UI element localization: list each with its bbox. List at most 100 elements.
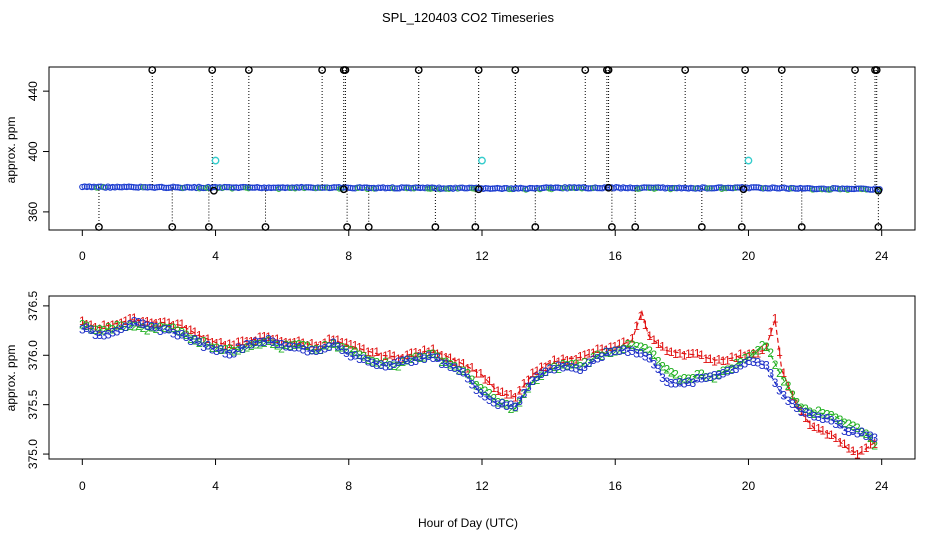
series-marker-1: 1 (278, 334, 285, 348)
series-marker-3: 3 (542, 365, 549, 379)
series-marker-2: 2 (174, 324, 181, 338)
series-marker-2: 2 (681, 372, 688, 386)
series-marker-2: 2 (339, 341, 346, 355)
series-marker-3: 3 (196, 335, 203, 349)
series-marker-2: 2 (282, 338, 289, 352)
series-marker-1: 1 (144, 314, 151, 328)
low-spike-point (95, 223, 103, 231)
series-marker-3: 3 (555, 359, 562, 373)
series-marker-1: 1 (105, 319, 112, 333)
series-marker-1: 1 (681, 349, 688, 363)
baseline-marker-point (339, 185, 348, 194)
series-line-1 (82, 309, 876, 455)
x-tick-label: 16 (609, 249, 623, 263)
series-marker-1: 1 (603, 343, 610, 357)
series-marker-1: 1 (373, 345, 380, 359)
y-tick-label: 440 (26, 81, 40, 101)
series-marker-2: 2 (564, 359, 571, 373)
high-spike-point (341, 66, 350, 74)
series-marker-3: 3 (153, 321, 160, 335)
series-marker-1: 1 (352, 339, 359, 353)
series-marker-3: 3 (594, 352, 601, 366)
series-marker-1: 1 (235, 335, 242, 349)
series-marker-3: 3 (551, 362, 558, 376)
y-tick-label: 375.5 (26, 389, 40, 419)
series-marker-1: 1 (711, 354, 718, 368)
series-marker-1: 1 (651, 333, 658, 347)
series-marker-3: 3 (114, 324, 121, 338)
series-marker-3: 3 (460, 365, 467, 379)
series-marker-3: 3 (599, 350, 606, 364)
series-marker-2: 2 (776, 366, 783, 380)
series-marker-3: 3 (824, 412, 831, 426)
series-marker-1: 1 (101, 318, 108, 332)
high-spike-point (318, 66, 327, 74)
series-marker-2: 2 (326, 339, 333, 353)
series-marker-2: 2 (659, 360, 666, 374)
series-marker-3: 3 (581, 360, 588, 374)
series-marker-2: 2 (828, 409, 835, 423)
x-tick-label: 0 (79, 249, 86, 263)
series-marker-1: 1 (295, 334, 302, 348)
x-tick-label: 0 (79, 479, 86, 493)
series-marker-1: 1 (282, 336, 289, 350)
series-marker-1: 1 (369, 345, 376, 359)
series-marker-2: 2 (469, 373, 476, 387)
series-marker-2: 2 (140, 321, 147, 335)
series-marker-3: 3 (547, 362, 554, 376)
series-marker-3: 3 (352, 348, 359, 362)
series-marker-3: 3 (118, 322, 125, 336)
series-marker-2: 2 (200, 335, 207, 349)
series-marker-3: 3 (668, 376, 675, 390)
series-marker-3: 3 (382, 360, 389, 374)
low-spike-point (631, 223, 640, 231)
series-marker-1: 1 (131, 311, 138, 325)
series-marker-3: 3 (724, 364, 731, 378)
series-marker-1: 1 (464, 361, 471, 375)
series-marker-1: 1 (218, 336, 225, 350)
series-marker-3: 3 (746, 354, 753, 368)
high-spike-point (148, 66, 157, 74)
series-marker-1: 1 (607, 340, 614, 354)
series-marker-1: 1 (382, 349, 389, 363)
y-tick-label: 375.0 (26, 439, 40, 469)
series-marker-1: 1 (477, 367, 484, 381)
series-marker-3: 3 (157, 324, 164, 338)
series-marker-2: 2 (278, 341, 285, 355)
series-marker-2: 2 (832, 411, 839, 425)
series-marker-3: 3 (560, 360, 567, 374)
series-marker-2: 2 (421, 350, 428, 364)
series-marker-3: 3 (482, 390, 489, 404)
series-marker-3: 3 (321, 341, 328, 355)
series-marker-3: 3 (837, 417, 844, 431)
series-marker-2: 2 (529, 374, 536, 388)
series-marker-3: 3 (832, 417, 839, 431)
series-marker-2: 2 (590, 350, 597, 364)
series-marker-2: 2 (248, 339, 255, 353)
series-marker-3: 3 (438, 357, 445, 371)
series-marker-2: 2 (512, 401, 519, 415)
baseline-marker-point (874, 186, 883, 195)
series-marker-2: 2 (417, 351, 424, 365)
series-marker-1: 1 (594, 342, 601, 356)
series-marker-3: 3 (750, 355, 757, 369)
series-marker-2: 2 (412, 350, 419, 364)
series-marker-1: 1 (702, 352, 709, 366)
x-tick-label: 8 (345, 479, 352, 493)
series-marker-3: 3 (317, 343, 324, 357)
series-marker-2: 2 (183, 328, 190, 342)
series-marker-2: 2 (295, 338, 302, 352)
series-marker-3: 3 (330, 336, 337, 350)
series-marker-3: 3 (867, 429, 874, 443)
series-marker-1: 1 (776, 345, 783, 359)
series-marker-2: 2 (287, 339, 294, 353)
series-marker-1: 1 (179, 317, 186, 331)
series-marker-1: 1 (287, 336, 294, 350)
low-spike-point (874, 223, 883, 231)
series-marker-3: 3 (282, 340, 289, 354)
series-marker-3: 3 (689, 376, 696, 390)
series-marker-3: 3 (728, 363, 735, 377)
series-marker-1: 1 (469, 361, 476, 375)
series-marker-2: 2 (477, 382, 484, 396)
series-marker-1: 1 (140, 314, 147, 328)
